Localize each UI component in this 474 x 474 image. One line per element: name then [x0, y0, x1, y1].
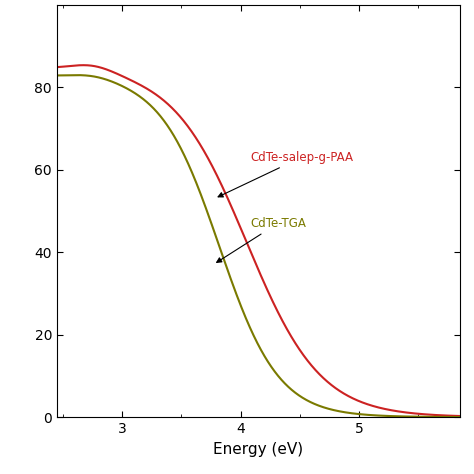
Text: CdTe-TGA: CdTe-TGA: [217, 217, 306, 263]
Text: CdTe-salep-g-PAA: CdTe-salep-g-PAA: [218, 151, 353, 197]
X-axis label: Energy (eV): Energy (eV): [213, 442, 303, 456]
